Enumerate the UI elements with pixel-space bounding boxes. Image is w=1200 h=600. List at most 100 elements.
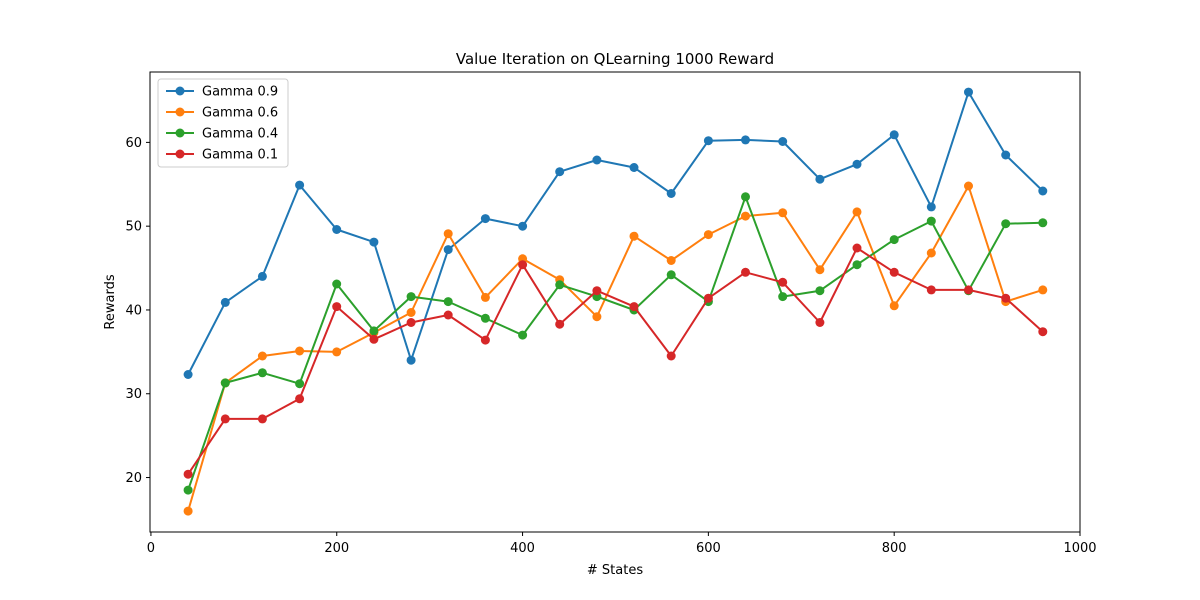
axes-frame <box>149 71 1081 533</box>
data-point <box>852 159 862 169</box>
data-point <box>480 313 490 323</box>
data-point <box>257 414 267 424</box>
y-tick-label: 20 <box>125 471 142 486</box>
data-point <box>741 135 750 145</box>
data-point <box>852 260 862 270</box>
legend-swatch-marker <box>175 128 185 138</box>
data-point <box>1038 327 1048 337</box>
data-point <box>964 285 973 295</box>
data-point <box>220 378 230 388</box>
x-axis: 0 200 400 600 800 1000 <box>147 532 1097 556</box>
legend-label: Gamma 0.6 <box>202 106 278 121</box>
data-point <box>741 192 750 202</box>
data-point <box>295 394 305 404</box>
series-gamma-0-9 <box>183 87 1048 379</box>
data-point <box>518 221 528 231</box>
data-point <box>778 277 788 287</box>
data-point <box>406 318 416 327</box>
series-gamma-0-4 <box>183 192 1048 495</box>
data-point <box>926 248 936 258</box>
legend-label: Gamma 0.9 <box>202 85 278 100</box>
data-point <box>1001 150 1011 160</box>
data-point <box>889 130 899 140</box>
x-tick-label: 200 <box>324 541 349 556</box>
data-point <box>666 351 676 361</box>
data-point <box>332 279 342 289</box>
data-point <box>703 293 713 303</box>
data-point <box>443 310 453 320</box>
series-line <box>187 247 1044 475</box>
series-line <box>187 185 1044 512</box>
data-point <box>295 346 305 356</box>
data-point <box>183 469 193 479</box>
data-point <box>295 180 305 190</box>
data-point <box>815 265 825 275</box>
data-point <box>703 230 713 240</box>
data-point <box>257 368 267 378</box>
legend-swatch-marker <box>175 149 185 159</box>
data-point <box>815 318 825 327</box>
data-point <box>369 326 379 336</box>
data-point <box>666 256 676 265</box>
y-axis-label: Rewards <box>103 274 118 329</box>
data-point <box>480 335 490 345</box>
data-point <box>183 506 193 516</box>
data-point <box>629 163 639 172</box>
x-axis-label: # States <box>587 563 643 578</box>
data-point <box>778 292 788 302</box>
series-line <box>187 91 1044 375</box>
data-point <box>629 231 639 241</box>
data-point <box>555 167 565 177</box>
data-point <box>518 260 528 270</box>
data-point <box>778 208 788 218</box>
data-point <box>257 271 267 281</box>
data-point <box>741 211 750 221</box>
x-tick-label: 0 <box>147 541 155 556</box>
legend-entry: Gamma 0.4 <box>166 127 278 142</box>
x-tick-label: 400 <box>510 541 535 556</box>
legend-entry: Gamma 0.9 <box>166 85 278 100</box>
data-point <box>964 87 973 97</box>
data-point <box>555 280 565 290</box>
data-point <box>480 214 490 224</box>
data-point <box>778 137 788 146</box>
data-point <box>815 286 825 296</box>
data-point <box>889 301 899 311</box>
data-point <box>443 229 453 239</box>
data-point <box>852 207 862 217</box>
legend-label: Gamma 0.1 <box>202 148 278 163</box>
data-point <box>220 414 230 424</box>
series-gamma-0-1 <box>183 243 1048 479</box>
data-point <box>1001 293 1011 303</box>
series-line <box>187 195 1043 491</box>
data-point <box>592 155 602 165</box>
data-point <box>257 351 267 361</box>
data-point <box>926 216 936 226</box>
data-point <box>555 319 565 329</box>
data-point <box>369 237 379 247</box>
data-point <box>332 302 342 312</box>
data-point <box>964 181 973 191</box>
legend-entry: Gamma 0.1 <box>166 148 278 163</box>
data-point <box>666 189 676 198</box>
y-axis: 20 30 40 50 60 <box>125 136 150 486</box>
data-point <box>183 485 193 495</box>
data-point <box>1038 218 1048 228</box>
data-point <box>332 225 342 234</box>
data-point <box>815 174 825 184</box>
legend-entry: Gamma 0.6 <box>166 106 278 121</box>
data-point <box>406 355 416 365</box>
legend-swatch-marker <box>175 86 185 96</box>
data-point <box>183 370 193 379</box>
data-point <box>406 308 416 317</box>
data-point <box>852 243 862 253</box>
data-point <box>332 347 342 357</box>
data-point <box>1001 219 1011 229</box>
data-point <box>369 334 379 344</box>
data-point <box>592 286 602 296</box>
plot-area <box>183 87 1048 516</box>
data-point <box>406 292 416 302</box>
data-point <box>518 330 528 340</box>
data-point <box>926 285 936 295</box>
data-point <box>889 267 899 277</box>
